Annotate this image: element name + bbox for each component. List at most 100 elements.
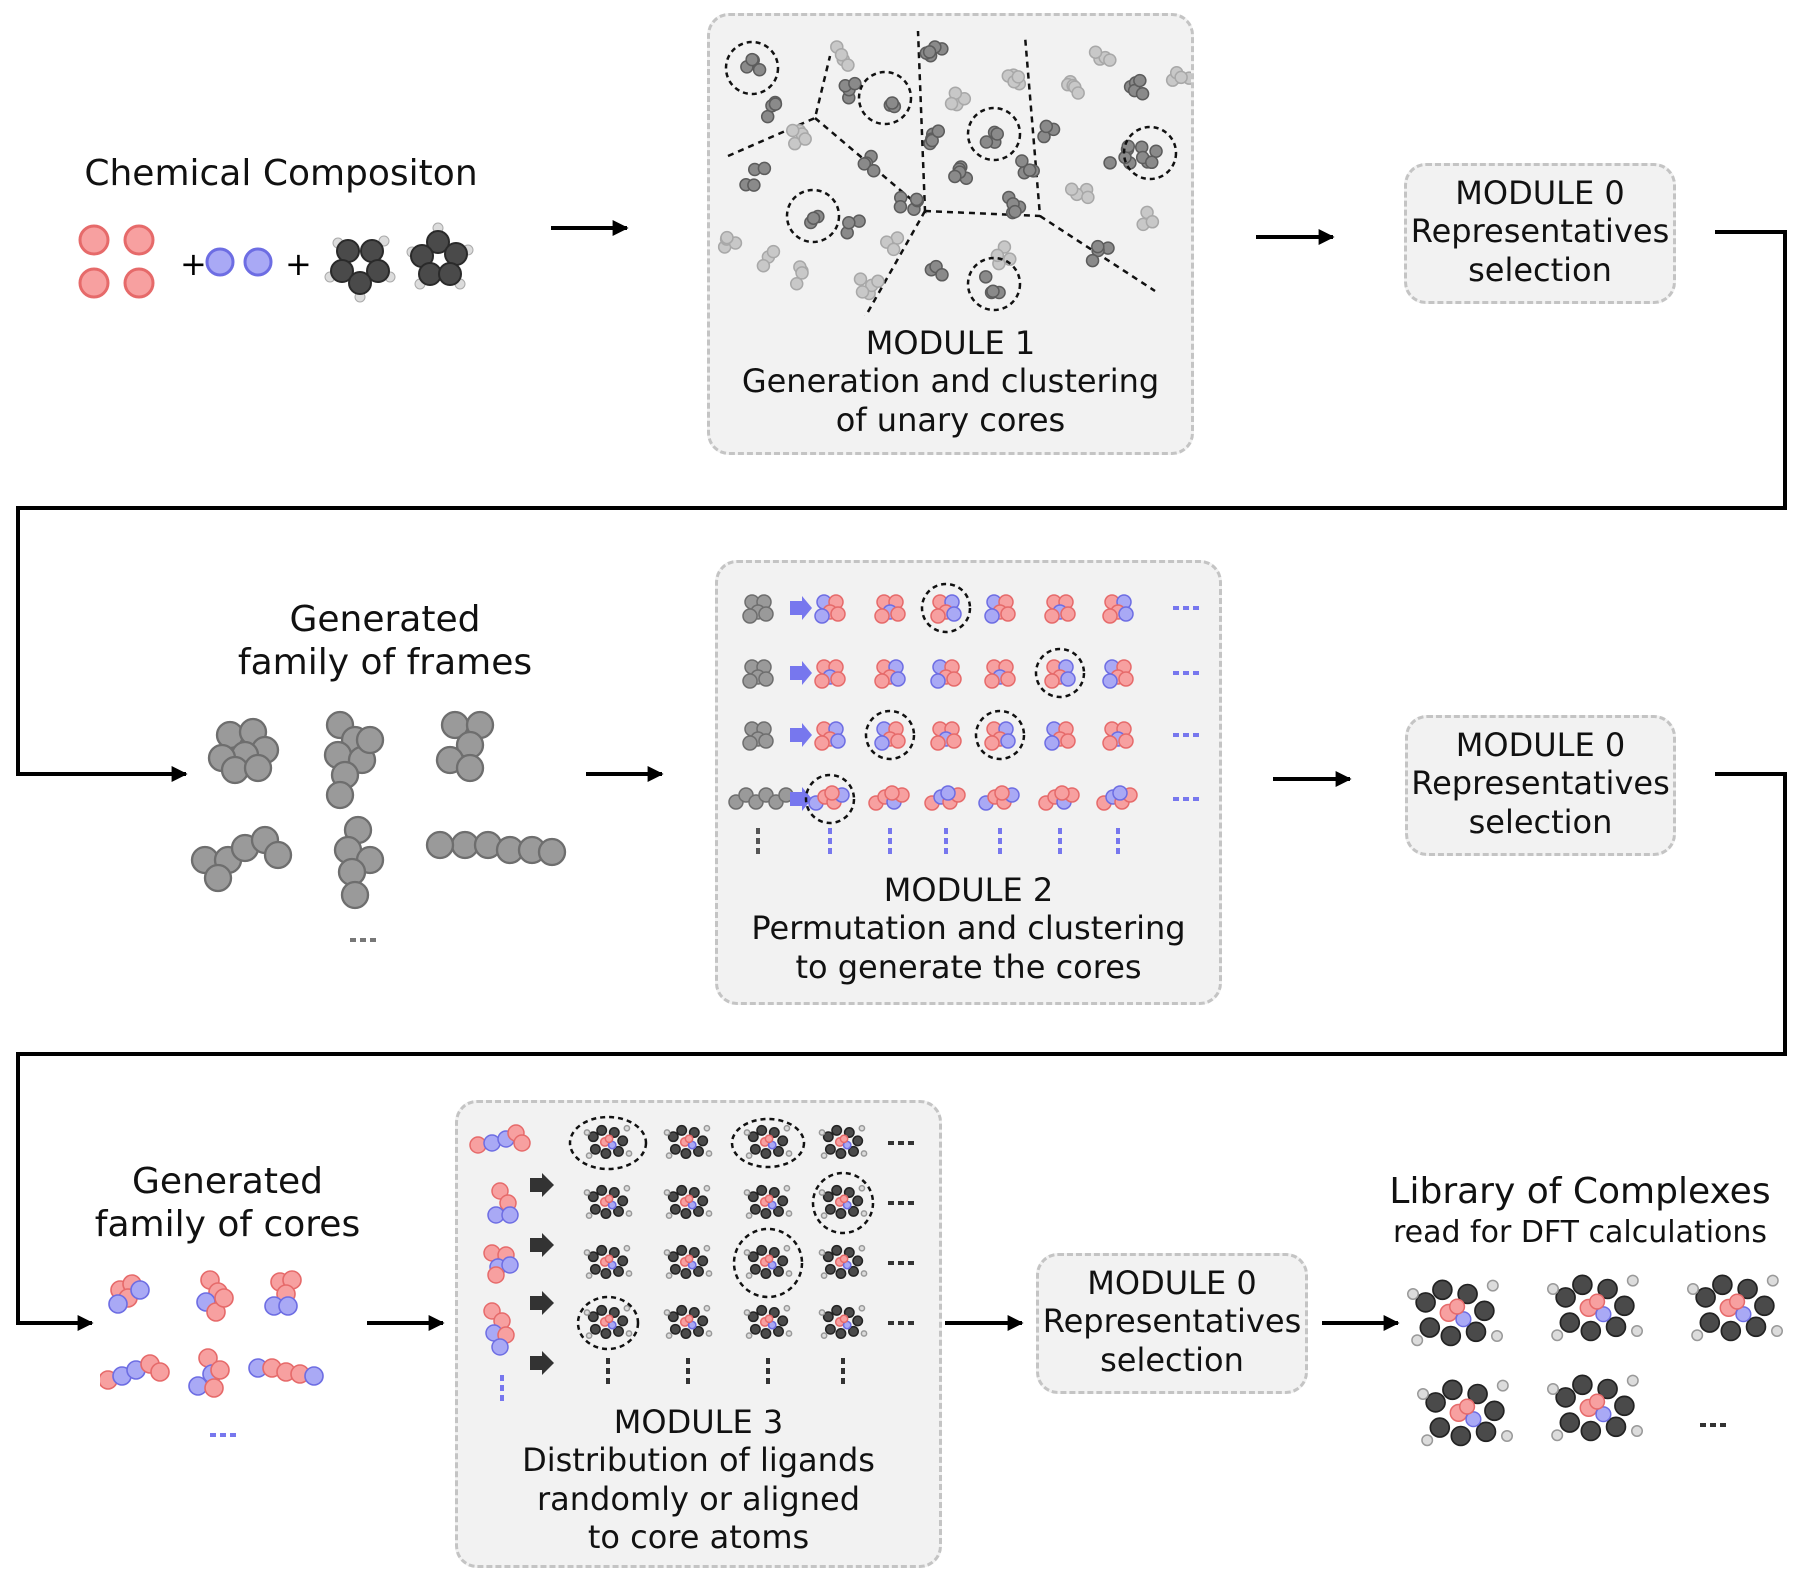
more-rows-ellipsis xyxy=(500,1358,845,1401)
cluster-molecule xyxy=(739,161,772,192)
core-permutation xyxy=(1102,659,1134,689)
frame-structure-5 xyxy=(333,815,385,910)
cluster-molecule xyxy=(1001,68,1027,91)
module0-row1-title: MODULE 0 xyxy=(1455,174,1625,212)
ligand-complex xyxy=(743,1184,793,1219)
permutation-arrow-4 xyxy=(790,787,812,811)
library-complex-2 xyxy=(1547,1274,1643,1342)
ligand-complex xyxy=(583,1304,633,1339)
core-permutation xyxy=(984,594,1016,624)
module0-row2-line1: Representatives xyxy=(1411,764,1670,803)
library-complex-3 xyxy=(1687,1274,1783,1342)
core-permutation xyxy=(808,785,850,811)
library-complex-4 xyxy=(1417,1379,1513,1447)
cluster-molecule xyxy=(1064,182,1095,205)
module2-box: MODULE 2 Permutation and clustering to g… xyxy=(715,560,1222,1005)
module2-desc-line2: to generate the cores xyxy=(795,947,1142,986)
ligand-complex xyxy=(583,1244,633,1279)
cluster-molecule xyxy=(1088,45,1117,67)
library-subtitle: read for DFT calculations xyxy=(1392,1215,1768,1250)
input-core-1 xyxy=(469,1124,531,1154)
module0-row3-title: MODULE 0 xyxy=(1087,1264,1257,1302)
module2-permutation-grid xyxy=(728,582,1199,854)
ligand-complex xyxy=(818,1244,868,1279)
module0-box-row3: MODULE 0 Representatives selection xyxy=(1036,1253,1308,1394)
core-structure-1 xyxy=(108,1274,150,1314)
cluster-molecule xyxy=(1123,73,1150,101)
input-core-4 xyxy=(483,1302,515,1356)
core-permutation xyxy=(1038,785,1080,811)
plus-sign-1: + xyxy=(180,245,207,283)
cluster-molecule xyxy=(1002,190,1027,220)
frame-structure-4 xyxy=(190,825,293,893)
core-structure-6 xyxy=(248,1358,324,1386)
more-permutations-ellipsis xyxy=(1173,606,1199,610)
input-core-2 xyxy=(487,1182,519,1224)
cluster-molecule xyxy=(893,190,925,216)
module3-title: MODULE 3 xyxy=(613,1403,784,1441)
more-complexes-ellipsis xyxy=(888,1141,914,1145)
more-rows-ellipsis xyxy=(756,828,1120,854)
module1-cluster-map xyxy=(717,30,1191,316)
cluster-molecule xyxy=(1015,154,1040,180)
frames-illustration xyxy=(190,710,567,942)
ligand-complex xyxy=(583,1124,633,1159)
core-permutation xyxy=(1044,659,1076,689)
cluster-molecule xyxy=(883,96,902,114)
ligand-complex xyxy=(743,1124,793,1159)
module1-desc-line2: of unary cores xyxy=(835,400,1066,439)
core-permutation xyxy=(1102,721,1134,751)
module2-desc-line1: Permutation and clustering xyxy=(751,909,1186,948)
ligand-complex xyxy=(663,1184,713,1219)
cluster-molecule xyxy=(1061,74,1085,100)
cluster-molecule xyxy=(978,270,1006,300)
module0-box-row2: MODULE 0 Representatives selection xyxy=(1405,715,1676,856)
core-permutation xyxy=(868,785,910,811)
cluster-molecule xyxy=(923,124,946,151)
cluster-molecule xyxy=(853,272,885,301)
module0-row2-title: MODULE 0 xyxy=(1455,726,1626,764)
module0-box-row1: MODULE 0 Representatives selection xyxy=(1404,163,1676,304)
library-complex-1 xyxy=(1407,1279,1503,1347)
composition-title: Chemical Compositon xyxy=(84,153,478,194)
module3-desc-line1: Distribution of ligands xyxy=(522,1441,875,1480)
core-permutation xyxy=(814,594,846,624)
cluster-molecule xyxy=(830,40,855,72)
cluster-molecule xyxy=(944,86,972,112)
cluster-molecule xyxy=(948,160,974,186)
ligand-complex xyxy=(743,1244,793,1279)
cluster-molecule xyxy=(979,125,1004,149)
cores-illustration xyxy=(100,1270,324,1437)
core-permutation xyxy=(978,785,1020,811)
cluster-molecule xyxy=(919,40,949,63)
ligand-complex xyxy=(818,1304,868,1339)
frames-title-line2: family of frames xyxy=(237,642,533,684)
cluster-molecule xyxy=(924,259,949,282)
core-permutation xyxy=(1096,785,1138,811)
input-core-3 xyxy=(483,1244,519,1284)
cluster-molecule xyxy=(760,95,783,124)
more-complexes-ellipsis xyxy=(888,1261,914,1265)
module0-row1-line2: selection xyxy=(1468,250,1612,289)
ligand-complex xyxy=(663,1304,713,1339)
permutation-arrow-3 xyxy=(790,723,812,747)
module3-box: MODULE 3 Distribution of ligands randoml… xyxy=(455,1100,942,1568)
cluster-molecule xyxy=(840,214,866,240)
frame-row-2 xyxy=(742,659,774,689)
core-permutation xyxy=(1044,721,1076,751)
ligand-molecule-1 xyxy=(324,235,396,303)
cluster-molecule xyxy=(880,231,905,257)
cluster-molecule xyxy=(1134,140,1163,170)
cluster-molecule xyxy=(1037,119,1061,144)
more-permutations-ellipsis xyxy=(1173,733,1199,737)
composition-atoms: + + xyxy=(78,222,474,303)
core-permutation xyxy=(874,594,906,624)
frame-row-3 xyxy=(742,721,774,751)
more-permutations-ellipsis xyxy=(1173,671,1199,675)
core-permutation xyxy=(874,659,906,689)
core-permutation xyxy=(984,659,1016,689)
cores-title-line2: family of cores xyxy=(94,1204,361,1246)
module0-row3-line2: selection xyxy=(1100,1340,1244,1379)
cluster-molecule xyxy=(1103,139,1137,170)
